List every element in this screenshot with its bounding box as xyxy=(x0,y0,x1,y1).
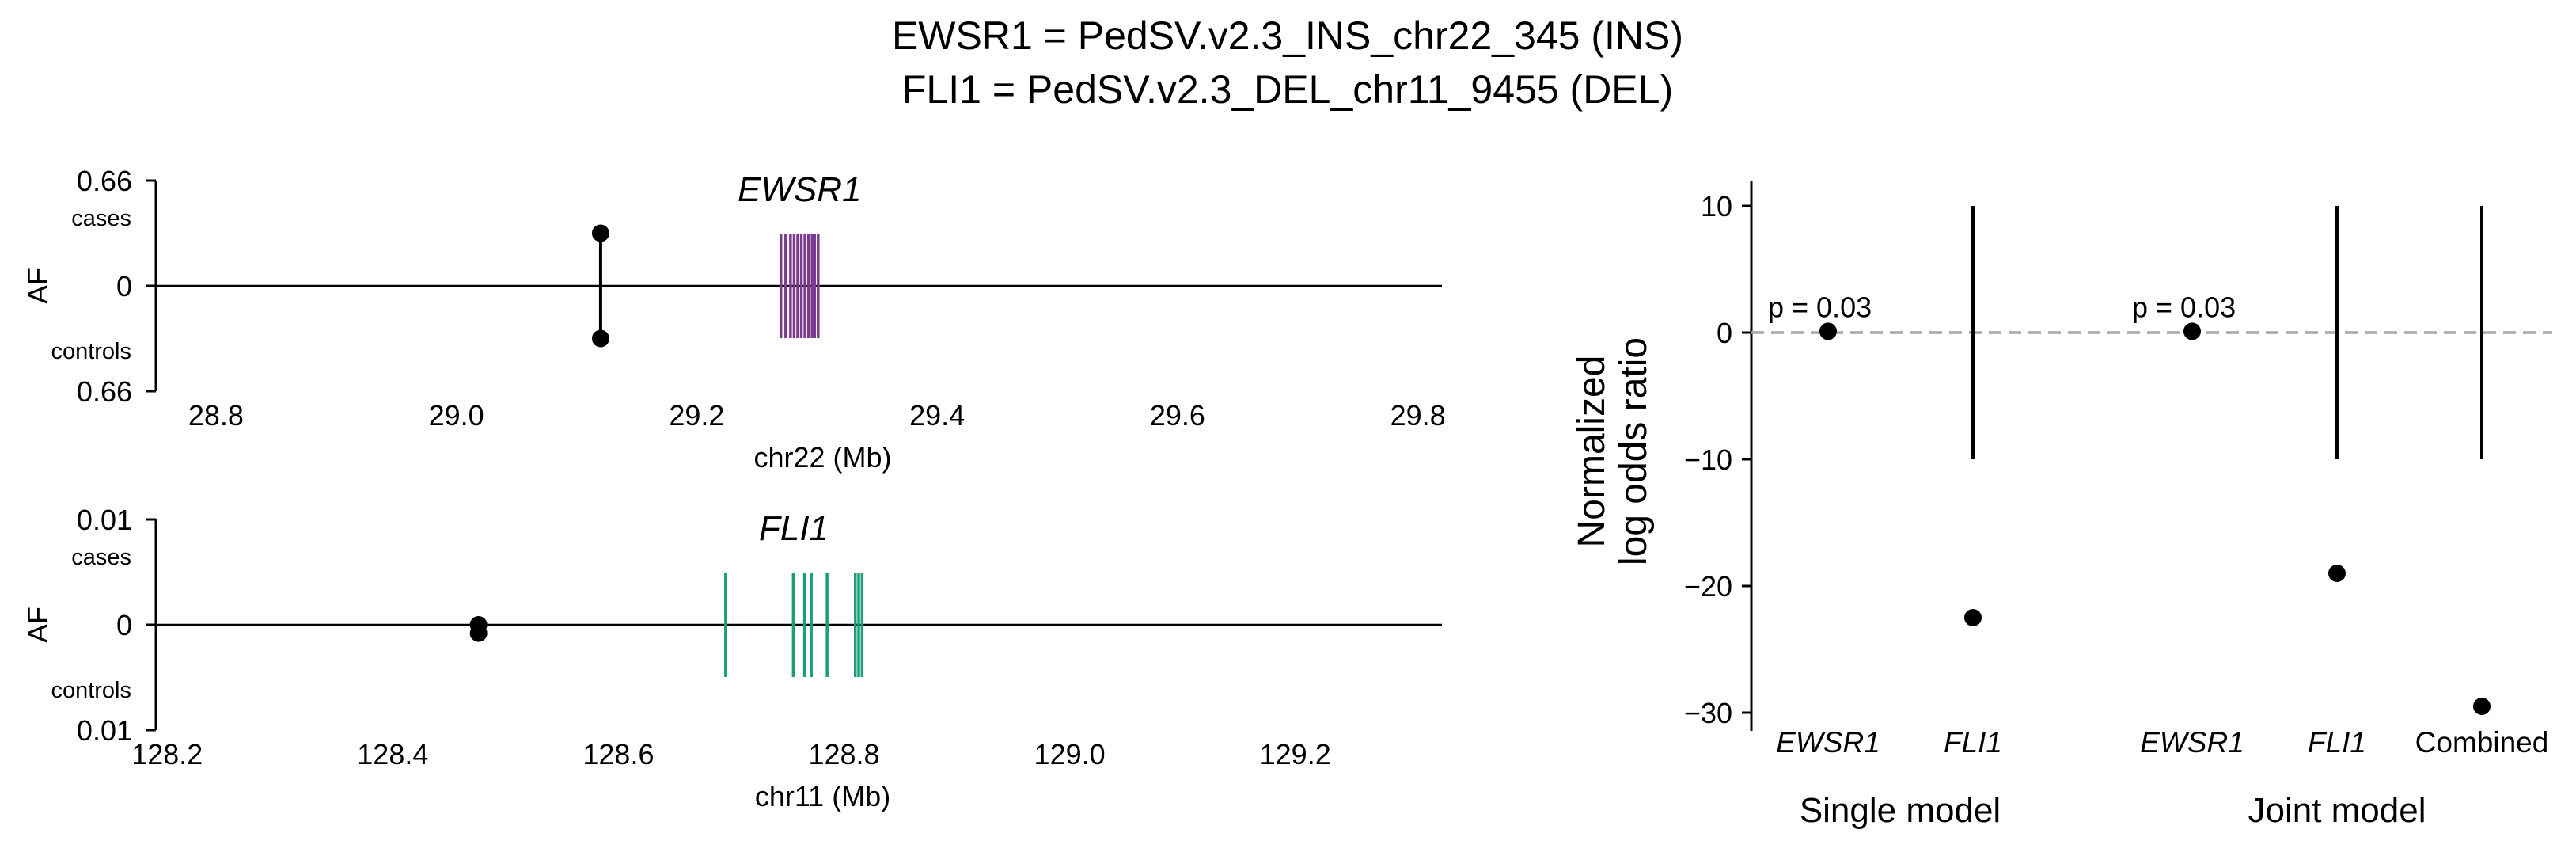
y-tick-label: 0 xyxy=(1717,317,1732,349)
x-tick-label: 129.2 xyxy=(1260,738,1331,770)
figure-title-line2: FLI1 = PedSV.v2.3_DEL_chr11_9455 (DEL) xyxy=(902,67,1673,112)
x-tick-label: 29.2 xyxy=(669,399,724,432)
x-tick-label: 29.4 xyxy=(909,399,965,432)
gene-name: EWSR1 xyxy=(738,170,861,209)
x-tick-label: 128.4 xyxy=(357,738,428,770)
p-value-annotation: p = 0.03 xyxy=(1768,291,1872,323)
y-tick-label: 10 xyxy=(1701,190,1732,223)
x-axis-label: chr22 (Mb) xyxy=(753,441,891,474)
control-af-point xyxy=(469,624,488,642)
x-tick-label: 29.6 xyxy=(1150,399,1205,432)
y-tick-label: −30 xyxy=(1684,697,1732,729)
x-tick-label: 128.8 xyxy=(808,738,879,770)
locus-panel-fli1: 0.01 0 0.01 cases controls AF 128.2 128.4 128.6 1… xyxy=(21,504,1442,812)
x-category-label: FLI1 xyxy=(1944,726,2002,759)
x-category-label: Combined xyxy=(2415,726,2549,759)
y-axis-label-line2: log odds ratio xyxy=(1613,337,1655,565)
x-axis-label: chr11 (Mb) xyxy=(755,780,890,812)
gene-name: FLI1 xyxy=(759,509,829,548)
case-af-point xyxy=(591,224,609,242)
odds-ratio-point xyxy=(1964,609,1982,626)
x-category-label: FLI1 xyxy=(2308,726,2366,759)
x-tick-label: 29.0 xyxy=(429,399,484,432)
y-tick-label: 0.01 xyxy=(77,714,132,747)
x-tick-label: 128.6 xyxy=(582,738,654,770)
odds-ratio-point xyxy=(2328,565,2346,582)
cases-label: cases xyxy=(71,206,131,231)
figure-title-line1: EWSR1 = PedSV.v2.3_INS_chr22_345 (INS) xyxy=(892,13,1683,58)
odds-ratio-point xyxy=(2473,698,2491,715)
y-tick-label: 0.66 xyxy=(77,165,132,197)
y-tick-label: −20 xyxy=(1684,570,1732,603)
locus-panel-ewsr1: 0.66 0 0.66 cases controls AF 28.8 29.0 29.2 29.4… xyxy=(21,165,1446,474)
y-tick-label: 0 xyxy=(116,609,132,641)
x-category-label: EWSR1 xyxy=(2140,726,2244,759)
controls-label: controls xyxy=(51,339,131,364)
x-tick-label: 129.0 xyxy=(1034,738,1106,770)
y-tick-label: 0 xyxy=(116,270,132,302)
x-category-label: EWSR1 xyxy=(1776,726,1880,759)
y-axis-label: AF xyxy=(21,268,54,304)
group-label-single: Single model xyxy=(1800,791,2001,830)
group-label-joint: Joint model xyxy=(2248,791,2426,830)
odds-ratio-panel: 10 0 −10 −20 −30 Normalized log odds ratio p = … xyxy=(1571,181,2552,830)
y-tick-label: 0.01 xyxy=(77,504,132,536)
y-axis-label-line1: Normalized xyxy=(1571,356,1613,548)
p-value-annotation: p = 0.03 xyxy=(2132,291,2236,323)
control-af-point xyxy=(591,329,609,348)
y-tick-label: −10 xyxy=(1684,443,1732,476)
y-axis-label: AF xyxy=(21,607,54,643)
x-tick-label: 28.8 xyxy=(188,399,244,432)
odds-ratio-point xyxy=(1819,322,1837,340)
controls-label: controls xyxy=(51,678,131,703)
cases-label: cases xyxy=(71,545,131,570)
odds-ratio-point xyxy=(2183,322,2201,340)
y-tick-label: 0.66 xyxy=(77,375,132,408)
x-tick-label: 128.2 xyxy=(131,738,203,770)
x-tick-label: 29.8 xyxy=(1390,399,1446,432)
